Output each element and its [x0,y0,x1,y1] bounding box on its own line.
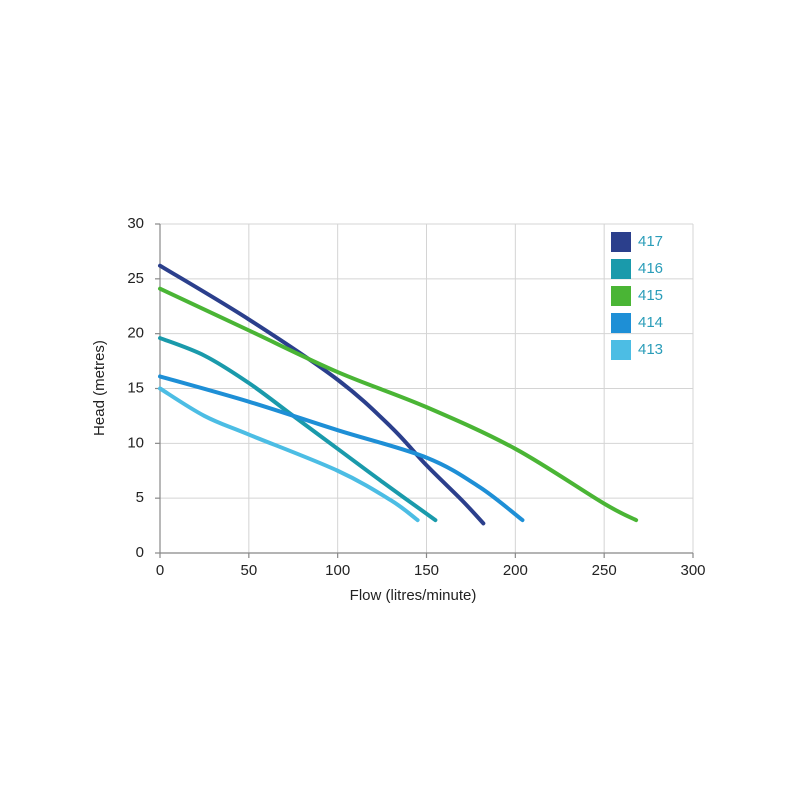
y-axis-label: Head (metres) [91,340,108,436]
series-line [158,386,420,523]
legend-label: 413 [638,341,663,358]
series-line [158,374,525,523]
legend-label: 415 [638,287,663,304]
x-tick-label: 100 [325,562,350,579]
legend-label: 414 [638,314,663,331]
x-tick-label: 200 [503,562,528,579]
y-tick-label: 5 [136,489,144,506]
series-line [158,286,639,523]
legend-swatch [611,340,631,360]
y-tick-label: 20 [127,325,144,342]
legend-swatch [611,232,631,252]
legend-swatch [611,286,631,306]
legend-label: 417 [638,233,663,250]
x-tick-label: 0 [156,562,164,579]
series-line [158,263,486,526]
legend-swatch [611,313,631,333]
x-axis-label: Flow (litres/minute) [350,587,477,604]
legend-swatch [611,259,631,279]
y-tick-label: 30 [127,215,144,232]
legend-label: 416 [638,260,663,277]
y-tick-label: 10 [127,434,144,451]
x-tick-label: 300 [680,562,705,579]
x-tick-label: 50 [240,562,257,579]
x-tick-label: 250 [592,562,617,579]
y-tick-label: 0 [136,544,144,561]
y-tick-label: 25 [127,270,144,287]
x-tick-label: 150 [414,562,439,579]
y-tick-label: 15 [127,379,144,396]
